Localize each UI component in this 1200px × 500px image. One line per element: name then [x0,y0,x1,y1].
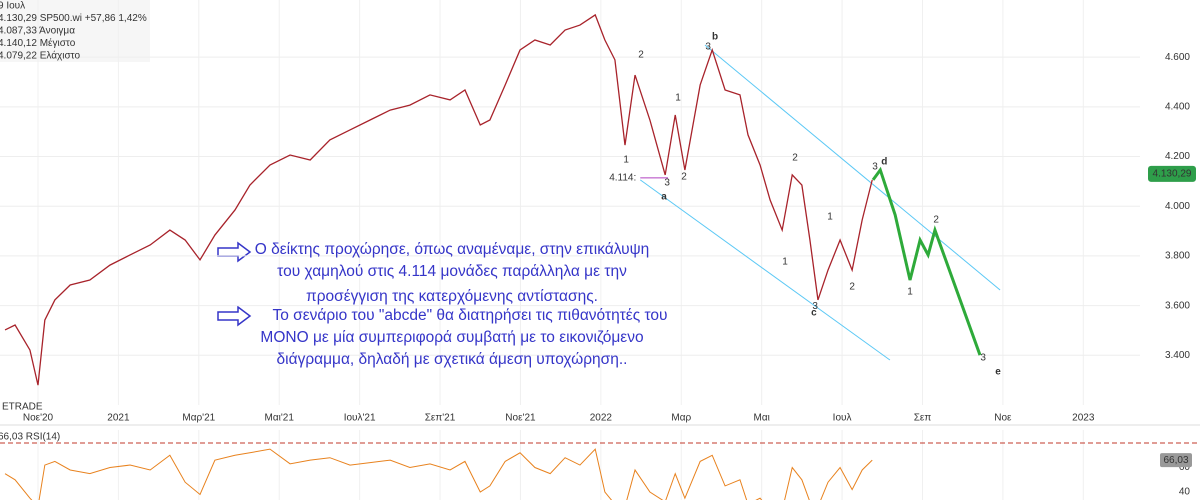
wave-label: 2 [681,172,687,183]
price-tag-label: 4.130,29 [1153,168,1192,179]
wave-label: d [881,157,887,168]
info-box [0,0,150,62]
y-tick-label: 4.200 [1165,151,1190,162]
wave-label: b [712,32,718,43]
note-line: ΜΟΝΟ με μία συμπεριφορά συμβατή με το ει… [260,329,643,346]
x-tick-label: Μαι'21 [265,413,295,424]
channel-line [704,44,1001,291]
x-tick-label: Σεπ [914,413,932,424]
wave-label: e [995,367,1001,378]
wave-label: 1 [782,257,788,268]
x-tick-label: 2022 [590,413,613,424]
x-tick-label: Μαρ [671,413,691,424]
projection-line [871,166,982,356]
y-tick-label: 3.600 [1165,300,1190,311]
wave-label: 2 [638,50,644,61]
x-tick-label: Ιουλ'21 [344,413,376,424]
note-line: του χαμηλού στις 4.114 μονάδες παράλληλα… [277,263,627,280]
wave-label: 3 [705,42,711,53]
y-tick-label: 4.600 [1165,52,1190,63]
support-label: 4.114: [609,173,636,184]
channel-line [639,179,891,361]
watermark: ETRADE [2,402,43,413]
wave-label: 3 [980,353,986,364]
wave-label: 1 [675,93,681,104]
rsi-tag-label: 66,03 [1163,455,1188,466]
wave-label: 3 [872,162,878,173]
arrow [217,305,252,327]
info-line: 4.130,29 SP500.wi +57,86 1,42% [0,13,147,24]
x-tick-label: Ιουλ [833,413,852,424]
x-tick-label: 2021 [107,413,130,424]
wave-label: 3 [664,178,670,189]
rsi-label: 66,03 RSI(14) [0,432,60,443]
wave-label: 2 [849,282,855,293]
wave-label: 2 [792,153,798,164]
x-tick-label: Μαι [754,413,770,424]
price-line [4,13,873,386]
x-tick-label: Νοε'20 [23,413,54,424]
note-line: Ο δείκτης προχώρησε, όπως αναμέναμε, στη… [255,241,650,258]
info-line: 4.140,12 Μέγιστο [0,37,76,49]
y-tick-label: 4.400 [1165,101,1190,112]
rsi-tag [1160,453,1192,468]
note-line: προσέγγιση της κατερχόμενης αντίστασης. [306,288,598,305]
x-tick-label: 2023 [1072,413,1095,424]
wave-label: 1 [907,287,913,298]
note-line: διάγραμμα, δηλαδή με σχετικά άμεση υποχώ… [277,351,628,368]
wave-label: 3 [812,301,818,312]
info-line: 4.079,22 Ελάχιστο [0,50,80,62]
rsi-tick-label: 60 [1179,462,1191,473]
y-tick-label: 3.400 [1165,350,1190,361]
wave-label: a [661,192,667,203]
note-line: Το σενάριο του "abcde" θα διατηρήσει τις… [272,307,667,324]
x-tick-label: Νοε'21 [505,413,536,424]
x-tick-label: Νοε [994,413,1012,424]
y-tick-label: 4.000 [1165,201,1190,212]
x-tick-label: Σεπ'21 [425,413,456,424]
x-tick-label: Μαρ'21 [182,413,215,424]
info-line: 4.087,33 Άνοιγμα [0,26,75,37]
y-tick-label: 3.800 [1165,251,1190,262]
wave-label: c [811,308,817,319]
wave-label: 2 [933,215,939,226]
wave-label: 1 [623,155,629,166]
wave-label: 1 [827,212,833,223]
price-tag [1148,165,1196,182]
rsi-tick-label: 40 [1179,487,1191,498]
info-line: 9 Ιουλ [0,1,25,12]
rsi-line [4,448,873,500]
